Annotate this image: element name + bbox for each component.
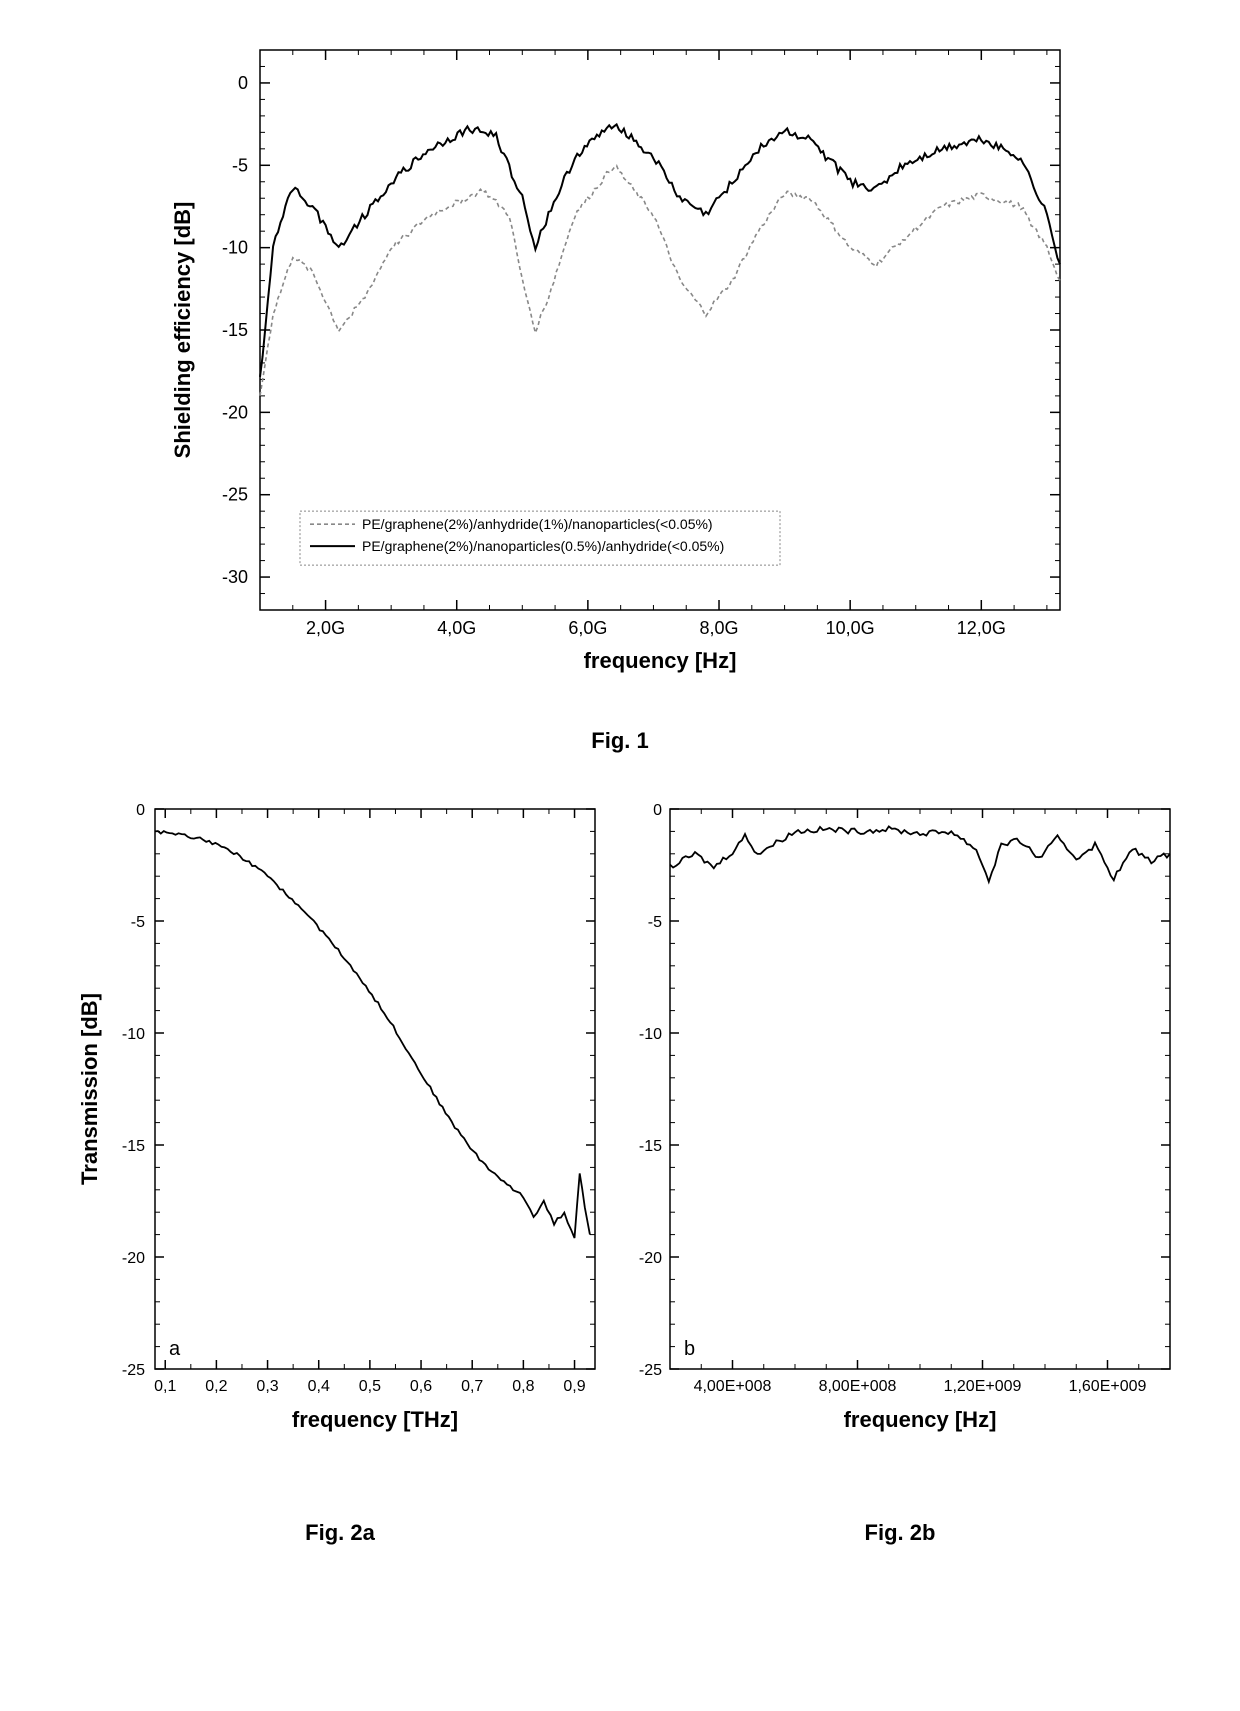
fig2a-caption: Fig. 2a bbox=[60, 1520, 620, 1546]
svg-text:PE/graphene(2%)/anhydride(1%)/: PE/graphene(2%)/anhydride(1%)/nanopartic… bbox=[362, 516, 713, 532]
svg-text:1,60E+009: 1,60E+009 bbox=[1069, 1378, 1147, 1395]
svg-text:10,0G: 10,0G bbox=[826, 618, 875, 638]
svg-text:-20: -20 bbox=[122, 1250, 145, 1267]
svg-text:b: b bbox=[684, 1338, 695, 1360]
svg-text:-25: -25 bbox=[639, 1362, 662, 1379]
fig1-caption: Fig. 1 bbox=[140, 728, 1100, 754]
svg-text:0: 0 bbox=[653, 802, 662, 819]
svg-text:0,5: 0,5 bbox=[359, 1378, 381, 1395]
svg-text:-15: -15 bbox=[639, 1138, 662, 1155]
svg-text:frequency [THz]: frequency [THz] bbox=[292, 1407, 458, 1432]
svg-text:0,8: 0,8 bbox=[512, 1378, 534, 1395]
svg-text:12,0G: 12,0G bbox=[957, 618, 1006, 638]
svg-text:Transmission [dB]: Transmission [dB] bbox=[77, 993, 102, 1185]
svg-text:-10: -10 bbox=[222, 238, 248, 258]
svg-text:6,0G: 6,0G bbox=[568, 618, 607, 638]
svg-text:-15: -15 bbox=[222, 320, 248, 340]
svg-text:-5: -5 bbox=[648, 914, 662, 931]
svg-text:-10: -10 bbox=[639, 1026, 662, 1043]
fig2b-caption: Fig. 2b bbox=[620, 1520, 1180, 1546]
svg-text:0,7: 0,7 bbox=[461, 1378, 483, 1395]
svg-text:a: a bbox=[169, 1338, 181, 1360]
svg-text:8,0G: 8,0G bbox=[700, 618, 739, 638]
svg-text:-5: -5 bbox=[232, 155, 248, 175]
svg-text:-20: -20 bbox=[222, 402, 248, 422]
svg-text:frequency [Hz]: frequency [Hz] bbox=[844, 1407, 997, 1432]
svg-text:PE/graphene(2%)/nanoparticles(: PE/graphene(2%)/nanoparticles(0.5%)/anhy… bbox=[362, 538, 724, 554]
svg-text:0,3: 0,3 bbox=[256, 1378, 278, 1395]
svg-text:-15: -15 bbox=[122, 1138, 145, 1155]
svg-text:-25: -25 bbox=[222, 485, 248, 505]
svg-text:-30: -30 bbox=[222, 567, 248, 587]
svg-text:4,0G: 4,0G bbox=[437, 618, 476, 638]
svg-text:0,1: 0,1 bbox=[154, 1378, 176, 1395]
svg-text:0,2: 0,2 bbox=[205, 1378, 227, 1395]
figure-2: 0 -5 -10 -15 -20 -25 0,1 0,2 0,3 0,4 0,5 0,6 0,7 0,8 0… bbox=[60, 794, 1180, 1484]
svg-text:-25: -25 bbox=[122, 1362, 145, 1379]
figure-1: 0 -5 -10 -15 -20 -25 -30 2,0G 4,0G 6,0G 8,0G 10,0G 1… bbox=[140, 30, 1100, 754]
svg-text:1,20E+009: 1,20E+009 bbox=[944, 1378, 1022, 1395]
svg-text:0,9: 0,9 bbox=[563, 1378, 585, 1395]
svg-text:8,00E+008: 8,00E+008 bbox=[819, 1378, 897, 1395]
svg-text:Shielding efficiency [dB]: Shielding efficiency [dB] bbox=[170, 202, 195, 459]
svg-text:0: 0 bbox=[136, 802, 145, 819]
fig2b-chart: 0 -5 -10 -15 -20 -25 4,00E+008 8,00E+008 1,20E+0… bbox=[615, 794, 1180, 1484]
svg-text:0,6: 0,6 bbox=[410, 1378, 432, 1395]
svg-text:frequency [Hz]: frequency [Hz] bbox=[584, 648, 737, 673]
fig2a-chart: 0 -5 -10 -15 -20 -25 0,1 0,2 0,3 0,4 0,5 0,6 0,7 0,8 0… bbox=[60, 794, 615, 1484]
svg-text:-5: -5 bbox=[131, 914, 145, 931]
svg-text:2,0G: 2,0G bbox=[306, 618, 345, 638]
svg-text:4,00E+008: 4,00E+008 bbox=[694, 1378, 772, 1395]
fig1-chart: 0 -5 -10 -15 -20 -25 -30 2,0G 4,0G 6,0G 8,0G 10,0G 1… bbox=[140, 30, 1100, 710]
svg-text:-20: -20 bbox=[639, 1250, 662, 1267]
svg-text:-10: -10 bbox=[122, 1026, 145, 1043]
svg-text:0,4: 0,4 bbox=[308, 1378, 330, 1395]
svg-text:0: 0 bbox=[238, 73, 248, 93]
